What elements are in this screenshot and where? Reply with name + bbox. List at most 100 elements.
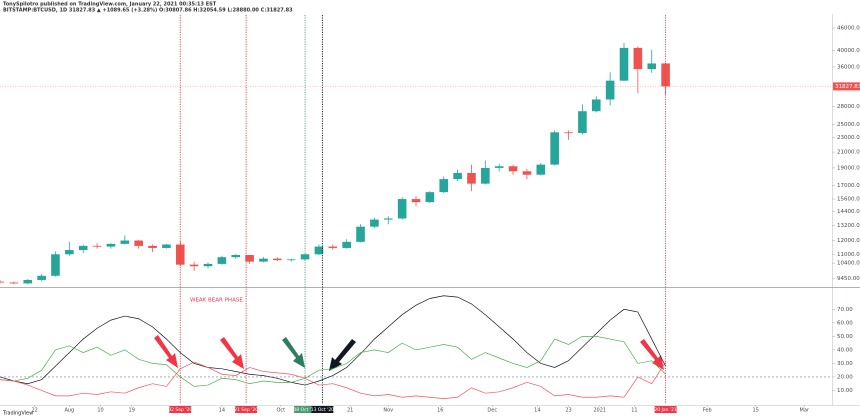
candle-body	[661, 63, 670, 87]
candle-body	[175, 244, 185, 265]
candle-body	[522, 171, 532, 175]
y-tick-label: 14400.00	[837, 209, 860, 215]
y-tick-label: 15600.00	[837, 197, 860, 203]
candle-body	[370, 219, 379, 227]
x-tick-label: 21	[347, 408, 353, 414]
candle-body	[411, 199, 421, 203]
x-tick-label: 14	[219, 408, 225, 414]
marker-date-box	[169, 406, 192, 413]
candle-body	[467, 172, 476, 184]
candle-body	[494, 166, 504, 168]
x-tick-label: 16	[437, 408, 443, 414]
y-tick-label: 40000.00	[837, 48, 860, 54]
candle-body	[120, 240, 130, 244]
y-tick-label: 36000.00	[837, 64, 860, 70]
candle-body	[134, 240, 143, 246]
x-tick-label: Aug	[64, 408, 74, 414]
x-tick-label: 19	[129, 408, 135, 414]
y-tick-label: 20.00	[837, 374, 853, 380]
y-tick-label: 12000.00	[837, 238, 860, 244]
marker-date-box	[235, 406, 258, 413]
marker-date-label: 08 Oct '20	[293, 407, 316, 413]
marker-date-label: 13 Oct '20	[311, 407, 334, 413]
footer-brand: TradingView	[2, 411, 33, 417]
candle-body	[78, 245, 88, 251]
y-tick-label: 46000.00	[837, 26, 860, 32]
x-tick-label: Nov	[383, 408, 393, 414]
candle-body	[605, 80, 615, 100]
y-tick-label: 10.00	[837, 388, 853, 394]
candle-body	[148, 245, 157, 248]
candle-body	[92, 245, 102, 247]
candle-body	[106, 243, 116, 247]
indicator-line	[0, 295, 666, 386]
candle-body	[439, 179, 449, 193]
arrow	[220, 337, 244, 369]
candle-body	[633, 47, 643, 70]
y-tick-label: 19000.00	[837, 165, 860, 171]
y-tick-label: 25000.00	[837, 122, 860, 128]
y-tick-label: 60.00	[837, 320, 853, 326]
candle-body	[314, 246, 324, 255]
indicator-line	[0, 361, 666, 399]
candle-body	[37, 275, 46, 280]
candle-body	[217, 257, 227, 264]
marker-date-label: 20 Jan '21	[654, 407, 677, 413]
author-line: TonySpilotro published on TradingView.co…	[3, 2, 217, 8]
x-tick-label: Dec	[487, 408, 497, 414]
y-tick-label: 17000.00	[837, 183, 860, 189]
candle-body	[619, 47, 629, 81]
x-tick-label: 23	[565, 408, 571, 414]
x-tick-label: 15	[753, 408, 759, 414]
candle-body	[286, 259, 296, 261]
candle-body	[300, 254, 310, 260]
candle-body	[9, 282, 19, 284]
y-tick-label: 28000.00	[837, 104, 860, 110]
arrow	[329, 339, 356, 371]
last-price-box	[833, 82, 860, 91]
candle-body	[51, 254, 60, 276]
y-tick-label: 40.00	[837, 347, 853, 353]
candle-body	[162, 244, 171, 248]
candle-body	[647, 63, 657, 70]
candle-body	[425, 192, 435, 203]
candle-body	[453, 172, 462, 180]
candle-body	[328, 246, 338, 248]
candle-body	[397, 199, 407, 219]
symbol-line: BITSTAMP:BTCUSD, 1D 31827.83 ▲ +1089.65 …	[3, 8, 293, 14]
candle-body	[231, 255, 241, 258]
candle-body	[203, 263, 213, 267]
y-tick-label: 9450.00	[837, 276, 860, 282]
candle-body	[189, 264, 199, 267]
y-tick-label: 23000.00	[837, 135, 860, 141]
candle-body	[578, 111, 587, 133]
candle-body	[245, 255, 254, 262]
y-tick-label: 13200.00	[837, 223, 860, 229]
arrow	[282, 337, 305, 368]
candle-body	[508, 166, 518, 172]
candle-body	[564, 132, 573, 134]
y-tick-label: 21000.00	[837, 150, 860, 156]
indicator-line	[0, 336, 666, 387]
x-tick-label: Feb	[703, 408, 712, 414]
x-tick-label: 10	[97, 408, 103, 414]
arrow	[640, 339, 664, 370]
marker-date-box	[311, 406, 334, 413]
y-tick-label: 30.00	[837, 361, 853, 367]
candle-body	[536, 164, 546, 175]
x-tick-label: Mar	[800, 408, 810, 414]
y-tick-label: 11000.00	[837, 252, 860, 258]
candle-body	[23, 279, 33, 284]
candle-body	[356, 226, 365, 242]
candle-body	[383, 218, 393, 220]
candle-body	[342, 241, 351, 248]
candle-body	[481, 167, 490, 184]
annotation: WEAK BEAR PHASE	[190, 298, 243, 304]
x-tick-label: 11	[631, 408, 637, 414]
y-tick-label: 70.00	[837, 307, 853, 313]
arrow	[154, 335, 178, 368]
marker-date-label: 21 Sep '20	[234, 407, 258, 413]
x-tick-label: 22	[31, 408, 37, 414]
